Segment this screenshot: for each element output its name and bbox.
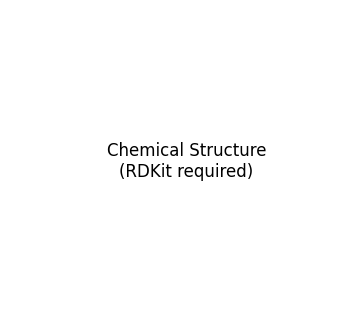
Text: Chemical Structure
(RDKit required): Chemical Structure (RDKit required) [107,142,266,181]
